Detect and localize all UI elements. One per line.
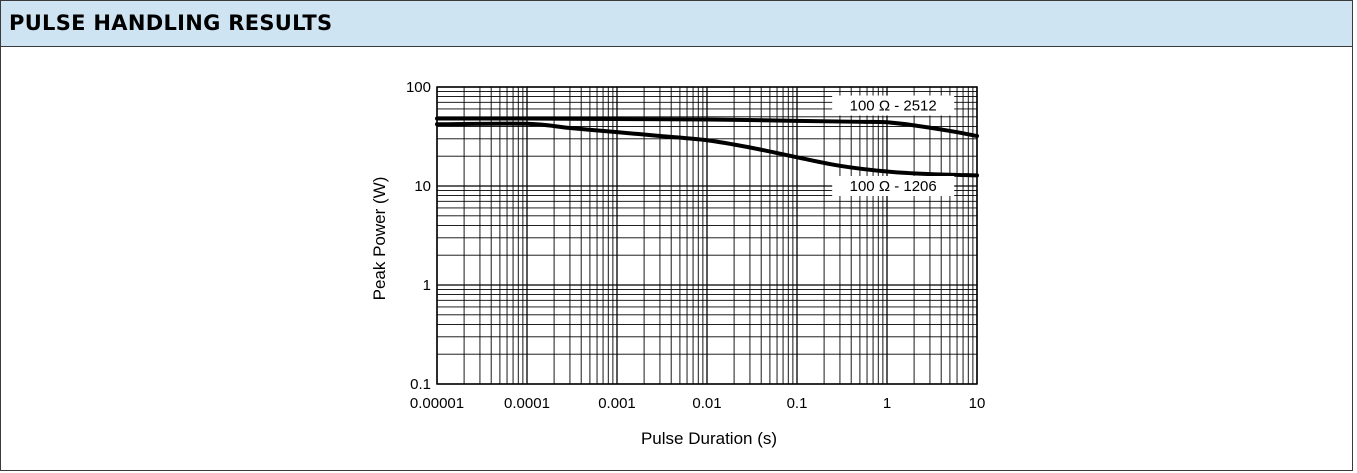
x-tick-label: 0.0001 [504,395,550,412]
chart-grid [436,86,978,385]
y-axis-label: Peak Power (W) [370,177,389,301]
y-tick-label: 100 [406,79,431,96]
x-tick-label: 10 [969,395,986,412]
y-tick-label: 0.1 [410,376,431,393]
chart-series-labels: 100 Ω - 2512 100 Ω - 1206 [832,95,955,196]
series-label-bg [832,176,955,196]
series-line-2 [435,121,979,178]
series-label-bg [832,95,955,116]
series-label-1: 100 Ω - 2512 [850,98,937,115]
panel-header: PULSE HANDLING RESULTS [1,1,1352,47]
x-axis-label: Pulse Duration (s) [641,429,777,448]
series-line-1 [435,116,979,138]
panel-title: PULSE HANDLING RESULTS [9,11,333,35]
y-tick-label: 1 [423,277,431,294]
chart-tick-labels: 0.00001 0.0001 0.001 0.01 0.1 1 10 0.1 1 10 100 [406,79,985,412]
series-label-2: 100 Ω - 1206 [850,178,937,195]
x-tick-label: 0.001 [598,395,636,412]
chart-series [435,116,979,178]
x-tick-label: 1 [883,395,891,412]
x-tick-label: 0.00001 [410,395,464,412]
plot-frame [436,86,978,385]
y-tick-label: 10 [414,178,431,195]
x-tick-label: 0.1 [787,395,808,412]
x-tick-label: 0.01 [692,395,721,412]
